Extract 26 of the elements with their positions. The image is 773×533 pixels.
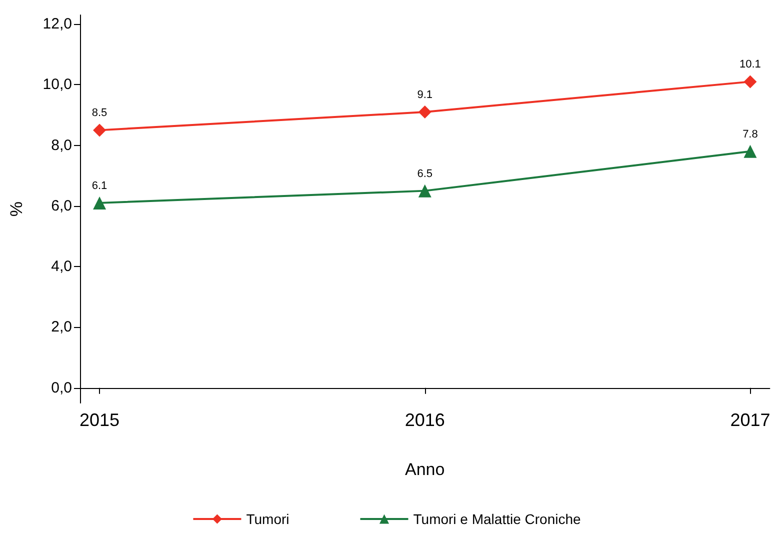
point <box>418 106 432 118</box>
y-tick-label: 4,0 <box>51 258 72 276</box>
data-label: 9.1 <box>417 89 433 101</box>
data-label: 6.1 <box>92 180 108 192</box>
y-axis-title: % <box>7 201 26 217</box>
data-label: 7.8 <box>742 128 758 140</box>
x-tick-label: 2016 <box>404 410 445 430</box>
x-tick-label: 2015 <box>79 410 120 430</box>
data-label: 8.5 <box>92 107 108 120</box>
point <box>93 196 106 210</box>
point <box>744 75 757 88</box>
point <box>418 184 432 198</box>
y-tick-label: 0,0 <box>51 379 72 396</box>
data-label: 10.1 <box>739 58 761 71</box>
legend-label: Tumori <box>246 511 290 527</box>
x-axis-title: Anno <box>405 460 445 479</box>
y-tick-label: 10,0 <box>42 76 72 94</box>
x-tick-label: 2017 <box>730 410 770 430</box>
y-tick-label: 8,0 <box>51 136 72 154</box>
point <box>744 144 757 158</box>
legend-label: Tumori e Malattie Croniche <box>413 511 582 527</box>
data-label: 6.5 <box>417 168 433 180</box>
y-tick-label: 6,0 <box>51 197 72 214</box>
y-tick-label: 2,0 <box>51 318 72 336</box>
point <box>93 124 106 137</box>
y-tick-label: 12,0 <box>42 16 72 33</box>
